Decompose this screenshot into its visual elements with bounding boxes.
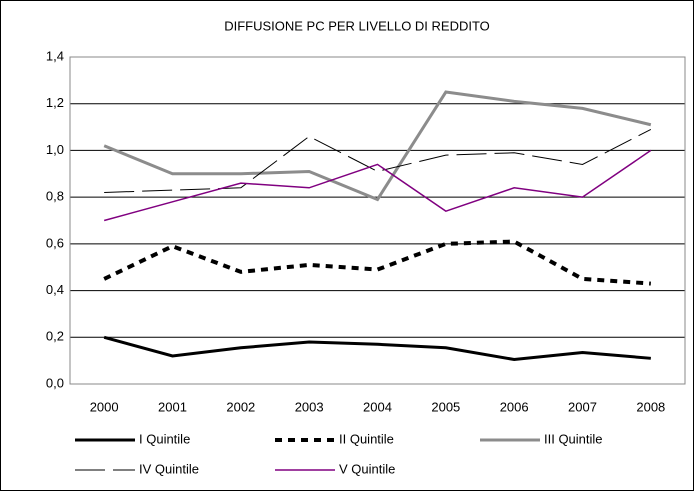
x-tick-label: 2005 [431,399,460,414]
y-tick-label: 0,0 [46,375,64,390]
series-line [103,335,651,361]
x-tick-label: 2006 [500,399,529,414]
y-tick-label: 0,6 [46,235,64,250]
x-tick-label: 2002 [226,399,255,414]
legend-label: II Quintile [339,431,394,446]
series-line [103,90,652,202]
x-tick-label: 2004 [363,399,392,414]
y-tick-label: 1,4 [46,48,64,63]
legend-label: III Quintile [544,431,603,446]
x-tick-label: 2008 [636,399,665,414]
y-tick-label: 0,8 [46,189,64,204]
x-tick-label: 2007 [568,399,597,414]
legend-label: I Quintile [139,431,190,446]
chart-title: DIFFUSIONE PC PER LIVELLO DI REDDITO [224,18,490,33]
legend-label: IV Quintile [139,461,199,476]
x-tick-label: 2003 [295,399,324,414]
series-line [104,128,652,193]
series-line [103,149,652,222]
legend-label: V Quintile [339,461,395,476]
x-tick-label: 2001 [158,399,187,414]
plot-border [69,56,686,385]
x-tick-label: 2000 [90,399,119,414]
y-tick-label: 1,0 [46,142,64,157]
y-tick-label: 0,4 [46,282,64,297]
y-tick-label: 1,2 [46,95,64,110]
y-tick-label: 0,2 [46,329,64,344]
